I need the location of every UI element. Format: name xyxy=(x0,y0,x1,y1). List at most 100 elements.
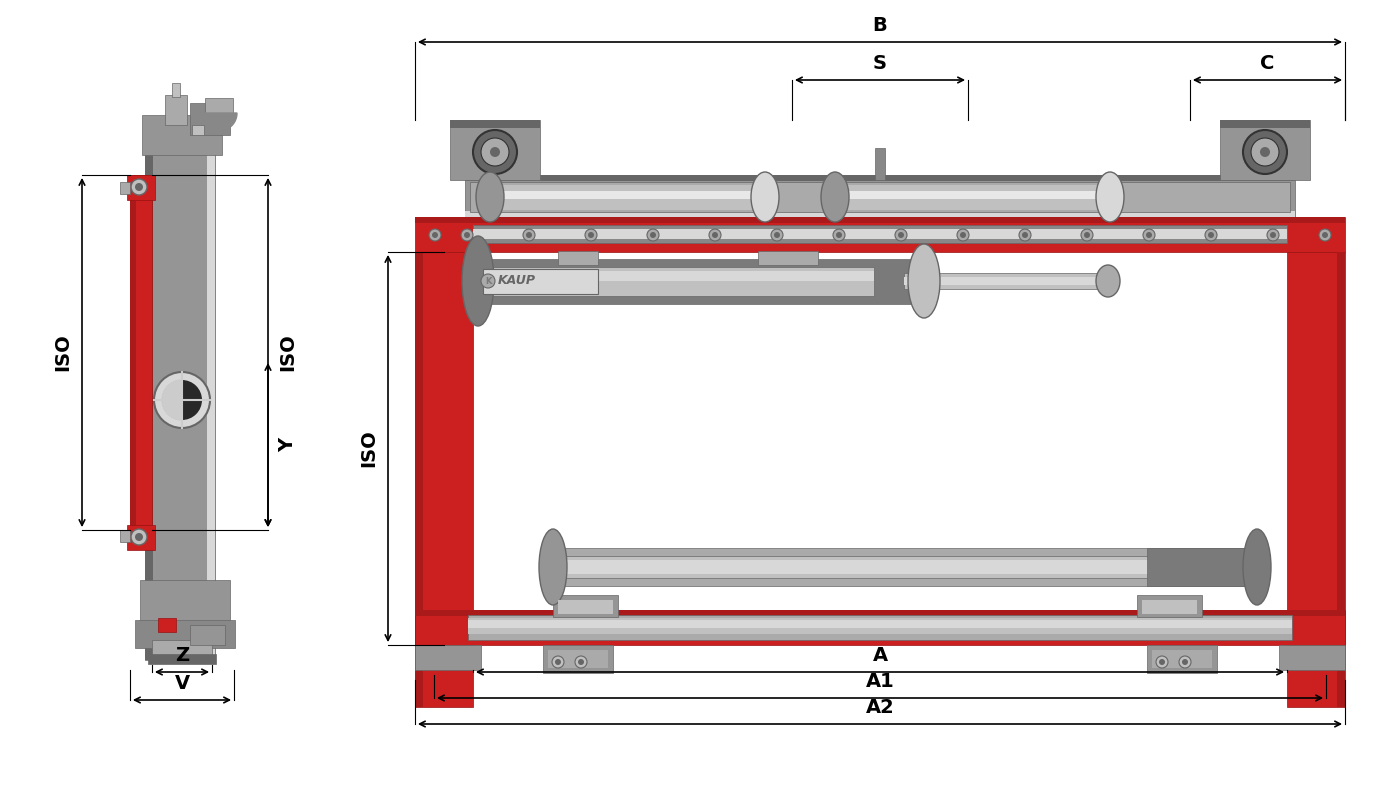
Bar xyxy=(414,610,1345,616)
Circle shape xyxy=(428,229,441,241)
Text: B: B xyxy=(872,16,888,35)
Circle shape xyxy=(771,229,783,241)
Bar xyxy=(120,530,130,542)
Circle shape xyxy=(473,130,517,174)
Bar xyxy=(120,182,130,194)
Circle shape xyxy=(526,232,532,238)
Bar xyxy=(130,175,136,530)
Ellipse shape xyxy=(1096,172,1124,222)
Bar xyxy=(834,191,1110,199)
Polygon shape xyxy=(162,380,182,420)
Bar xyxy=(204,98,232,120)
Bar xyxy=(547,650,608,668)
Ellipse shape xyxy=(134,183,143,191)
Circle shape xyxy=(960,232,966,238)
Bar xyxy=(414,610,1345,645)
Circle shape xyxy=(1208,232,1214,238)
Bar xyxy=(127,175,155,200)
Circle shape xyxy=(836,232,841,238)
Text: A: A xyxy=(872,646,888,665)
Ellipse shape xyxy=(539,529,567,605)
Bar xyxy=(875,148,885,180)
Bar xyxy=(414,645,482,670)
Bar xyxy=(1219,120,1310,128)
Bar xyxy=(553,548,1257,586)
Circle shape xyxy=(958,229,969,241)
Circle shape xyxy=(463,232,470,238)
Bar xyxy=(1337,252,1345,707)
Circle shape xyxy=(461,229,473,241)
Bar xyxy=(490,185,764,210)
Circle shape xyxy=(713,232,718,238)
Ellipse shape xyxy=(1096,265,1120,297)
Text: Y: Y xyxy=(279,438,297,452)
Circle shape xyxy=(482,274,496,288)
Bar xyxy=(1147,548,1257,586)
Bar xyxy=(559,600,613,614)
Bar xyxy=(192,125,204,135)
Bar xyxy=(1287,252,1345,707)
Bar xyxy=(190,625,225,645)
Circle shape xyxy=(1019,229,1030,241)
Ellipse shape xyxy=(132,529,147,545)
Text: ISO: ISO xyxy=(279,333,297,371)
Bar xyxy=(1142,600,1197,614)
Bar xyxy=(140,580,230,625)
Bar xyxy=(146,150,153,660)
Circle shape xyxy=(575,656,587,668)
Circle shape xyxy=(1156,656,1168,668)
Bar xyxy=(148,654,216,664)
Bar xyxy=(414,217,1345,252)
Circle shape xyxy=(578,659,584,665)
Circle shape xyxy=(897,232,904,238)
Circle shape xyxy=(650,232,657,238)
Circle shape xyxy=(1260,147,1270,157)
Circle shape xyxy=(1147,232,1152,238)
Circle shape xyxy=(1084,232,1091,238)
Bar xyxy=(470,182,1289,212)
Text: Z: Z xyxy=(175,646,189,665)
Bar xyxy=(414,252,473,707)
Text: KAUP: KAUP xyxy=(498,273,536,287)
Circle shape xyxy=(1267,229,1280,241)
Text: A1: A1 xyxy=(865,672,895,691)
Circle shape xyxy=(1022,232,1028,238)
Bar xyxy=(553,560,1177,574)
Bar xyxy=(483,269,598,294)
Bar xyxy=(465,175,1295,217)
Circle shape xyxy=(1081,229,1093,241)
Bar xyxy=(904,277,1107,285)
Bar xyxy=(468,618,1292,634)
Circle shape xyxy=(1179,656,1191,668)
Polygon shape xyxy=(202,113,237,131)
Text: V: V xyxy=(175,674,189,693)
Circle shape xyxy=(1243,130,1287,174)
Bar xyxy=(165,95,188,125)
Bar xyxy=(207,150,216,660)
Bar xyxy=(134,620,235,648)
Bar xyxy=(449,120,540,180)
Text: K: K xyxy=(484,276,491,285)
Text: A2: A2 xyxy=(865,698,895,717)
Bar xyxy=(757,251,818,265)
Bar xyxy=(172,83,181,97)
Text: S: S xyxy=(874,54,888,73)
Bar xyxy=(190,103,230,135)
Bar xyxy=(834,185,1110,210)
Circle shape xyxy=(647,229,659,241)
Ellipse shape xyxy=(462,236,494,326)
Circle shape xyxy=(774,232,780,238)
Bar xyxy=(1219,120,1310,180)
Bar xyxy=(468,620,1292,628)
Ellipse shape xyxy=(476,172,504,222)
Bar xyxy=(473,229,1287,239)
Bar xyxy=(141,115,223,155)
Circle shape xyxy=(482,138,510,166)
Ellipse shape xyxy=(909,244,939,318)
Bar xyxy=(158,618,176,632)
Text: ISO: ISO xyxy=(53,333,71,371)
Text: C: C xyxy=(1260,54,1274,73)
Circle shape xyxy=(833,229,846,241)
Circle shape xyxy=(554,659,561,665)
Bar xyxy=(414,252,423,707)
